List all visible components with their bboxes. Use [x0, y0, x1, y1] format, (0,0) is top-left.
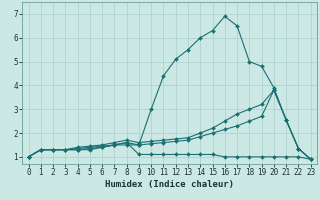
X-axis label: Humidex (Indice chaleur): Humidex (Indice chaleur) — [105, 180, 234, 189]
